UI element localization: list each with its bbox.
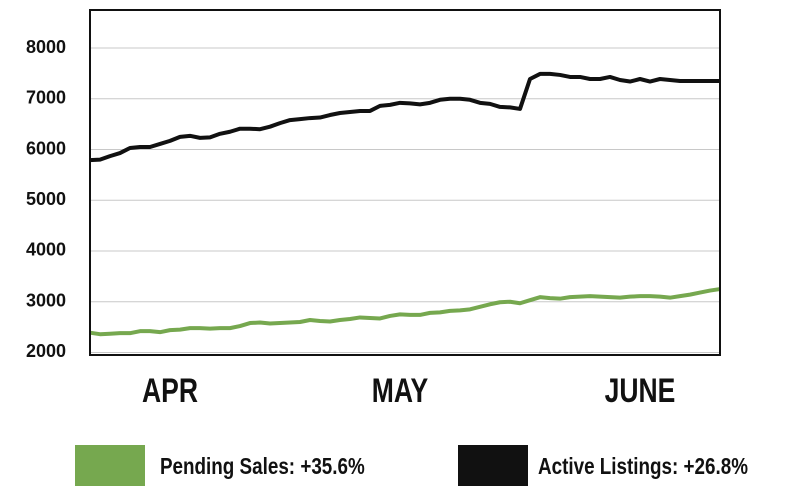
x-tick-label: JUNE <box>605 372 676 410</box>
y-tick-label: 4000 <box>26 240 66 260</box>
legend-label: Pending Sales: +35.6% <box>160 454 365 479</box>
y-tick-label: 5000 <box>26 189 66 209</box>
legend-swatch <box>458 445 528 486</box>
plot-frame <box>89 9 721 356</box>
x-tick-label: APR <box>142 372 198 410</box>
y-tick-label: 3000 <box>26 290 66 310</box>
legend-swatch <box>75 445 145 486</box>
y-tick-label: 7000 <box>26 88 66 108</box>
y-tick-label: 2000 <box>26 341 66 361</box>
x-tick-label: MAY <box>372 372 428 410</box>
legend-label: Active Listings: +26.8% <box>538 454 748 479</box>
line <box>89 71 720 163</box>
line <box>89 287 721 337</box>
y-tick-label: 6000 <box>26 138 66 158</box>
y-tick-label: 8000 <box>26 37 66 57</box>
